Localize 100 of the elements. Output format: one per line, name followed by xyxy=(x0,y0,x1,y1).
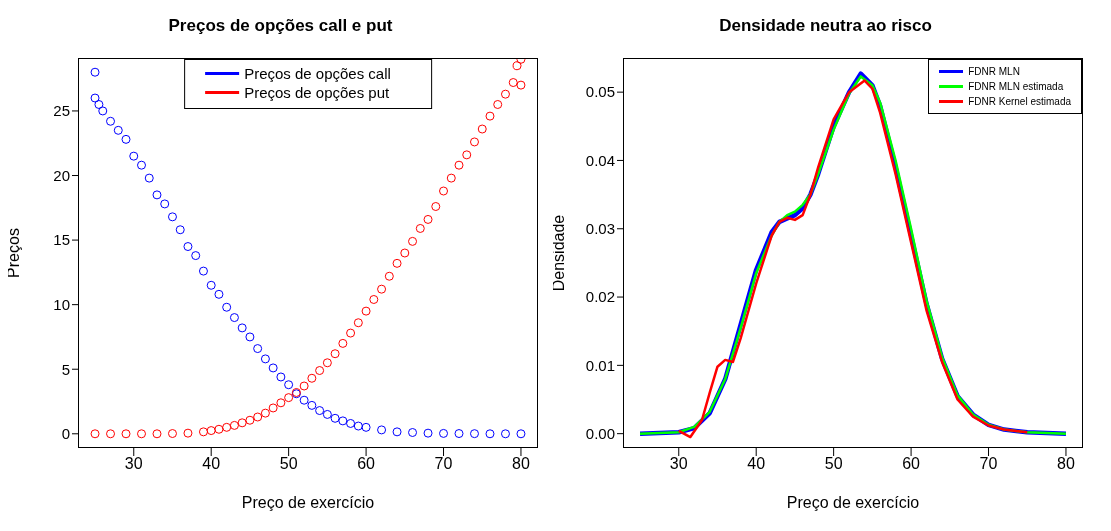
point xyxy=(338,416,348,426)
point xyxy=(206,426,216,436)
y-tick-label: 0 xyxy=(61,425,70,443)
point xyxy=(191,251,201,261)
point xyxy=(260,354,270,364)
point xyxy=(98,106,108,116)
point xyxy=(415,223,425,233)
point xyxy=(377,425,387,435)
legend-label: Preços de opções put xyxy=(244,83,390,102)
point xyxy=(167,212,177,222)
point xyxy=(462,150,472,160)
point xyxy=(253,412,263,422)
x-tick-label: 60 xyxy=(357,455,376,473)
x-tick-label: 50 xyxy=(824,455,843,473)
point xyxy=(353,318,363,328)
legend-label: FDNR MLN xyxy=(968,65,1020,79)
point xyxy=(508,78,518,88)
x-tick-label: 60 xyxy=(902,455,921,473)
point xyxy=(152,190,162,200)
x-tick-label: 50 xyxy=(279,455,298,473)
y-tick-label: 0.00 xyxy=(585,424,615,442)
point xyxy=(512,61,522,71)
x-axis-title: Preço de exercício xyxy=(786,494,920,511)
point xyxy=(106,429,116,439)
point xyxy=(500,89,510,99)
point xyxy=(237,323,247,333)
point xyxy=(198,427,208,437)
point xyxy=(284,393,294,403)
legend-label: Preços de opções call xyxy=(244,64,391,83)
y-tick-label: 0.02 xyxy=(585,288,615,306)
point xyxy=(268,403,278,413)
point xyxy=(167,429,177,439)
y-axis-title: Preços xyxy=(4,228,22,278)
point xyxy=(113,125,123,135)
point xyxy=(137,429,146,439)
chart-title: Densidade neutra ao risco xyxy=(718,15,933,37)
point xyxy=(284,380,294,390)
point xyxy=(129,151,139,161)
point xyxy=(299,395,309,405)
point xyxy=(268,363,278,373)
x-tick-label: 70 xyxy=(434,455,453,473)
point xyxy=(214,289,224,299)
x-tick-label: 80 xyxy=(512,455,530,473)
point xyxy=(454,160,464,170)
point xyxy=(315,366,325,376)
point xyxy=(392,258,402,268)
chart-title: Preços de opções call e put xyxy=(167,15,394,37)
y-tick-label: 15 xyxy=(53,231,70,249)
point xyxy=(330,413,340,423)
point xyxy=(500,429,510,439)
point xyxy=(423,428,433,438)
point xyxy=(408,428,418,437)
point xyxy=(377,284,387,294)
point xyxy=(369,294,379,304)
point xyxy=(121,429,131,439)
point xyxy=(307,373,317,383)
point xyxy=(94,99,104,109)
point xyxy=(446,173,456,183)
point xyxy=(90,429,100,439)
legend-label: FDNR MLN estimada xyxy=(968,80,1064,94)
point xyxy=(237,418,247,428)
point xyxy=(516,429,526,439)
point xyxy=(90,93,100,103)
y-tick-label: 0.05 xyxy=(585,83,615,101)
point xyxy=(276,372,286,382)
point xyxy=(198,266,208,276)
point xyxy=(206,280,216,290)
point xyxy=(392,427,402,437)
point xyxy=(361,422,371,432)
point xyxy=(346,328,356,338)
point xyxy=(90,67,100,77)
point xyxy=(322,409,332,419)
y-tick-label: 0.03 xyxy=(585,220,615,238)
point xyxy=(214,424,224,434)
y-tick-label: 0.01 xyxy=(585,356,615,374)
point xyxy=(485,111,495,121)
point xyxy=(470,137,479,147)
point xyxy=(253,344,263,354)
point xyxy=(516,80,526,90)
point xyxy=(307,400,317,410)
y-tick-label: 20 xyxy=(53,166,70,184)
y-tick-label: 5 xyxy=(61,360,70,378)
x-tick-label: 40 xyxy=(202,455,221,473)
point xyxy=(175,225,185,235)
x-axis-title: Preço de exercício xyxy=(241,494,375,511)
point xyxy=(338,338,348,348)
point xyxy=(106,116,116,126)
x-tick-label: 30 xyxy=(124,455,143,473)
point xyxy=(361,306,371,316)
legend-label: FDNR Kernel estimada xyxy=(968,95,1071,109)
point xyxy=(222,422,232,432)
point xyxy=(229,313,239,323)
point xyxy=(137,160,146,170)
y-tick-label: 10 xyxy=(53,295,70,313)
y-axis-title: Densidade xyxy=(549,214,567,292)
point xyxy=(245,332,255,342)
point xyxy=(353,421,363,431)
point xyxy=(245,415,255,425)
point xyxy=(144,173,154,183)
x-tick-label: 40 xyxy=(747,455,766,473)
